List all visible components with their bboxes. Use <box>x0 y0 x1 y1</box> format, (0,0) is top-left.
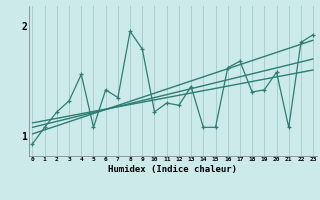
X-axis label: Humidex (Indice chaleur): Humidex (Indice chaleur) <box>108 165 237 174</box>
